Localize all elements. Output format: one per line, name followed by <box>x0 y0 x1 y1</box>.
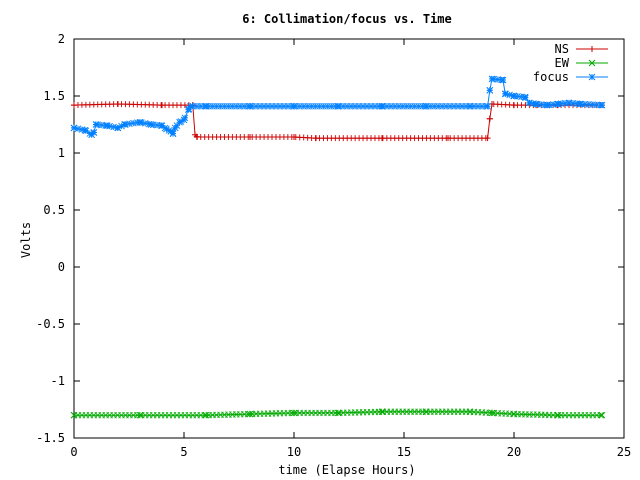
x-tick-label: 10 <box>287 445 301 459</box>
legend-marker <box>588 59 596 67</box>
series-focus <box>70 75 606 139</box>
data-point <box>488 409 496 417</box>
x-tick-label: 0 <box>70 445 77 459</box>
x-axis-label: time (Elapse Hours) <box>278 463 415 477</box>
plot-frame <box>73 38 625 439</box>
data-point <box>334 409 342 417</box>
data-point <box>202 411 210 419</box>
series-layer <box>70 75 606 419</box>
y-tick-label: -1.5 <box>36 431 65 445</box>
legend-marker <box>588 73 596 81</box>
y-tick-label: 0 <box>58 260 65 274</box>
y-axis-label: Volts <box>19 222 33 258</box>
data-point <box>136 411 144 419</box>
data-point <box>554 411 562 419</box>
legend-marker <box>589 46 595 52</box>
legend-label: NS <box>555 42 569 56</box>
data-point <box>246 410 254 418</box>
data-point <box>180 116 188 124</box>
data-point <box>598 411 606 419</box>
sample-markers-focus <box>70 75 605 137</box>
legend-label: EW <box>555 56 570 70</box>
y-tick-label: 1.5 <box>43 89 65 103</box>
sample-markers-ew <box>70 408 605 419</box>
x-tick-label: 5 <box>180 445 187 459</box>
x-tick-label: 15 <box>397 445 411 459</box>
y-tick-label: 1 <box>58 146 65 160</box>
y-tick-label: -1 <box>51 374 65 388</box>
data-point <box>290 409 298 417</box>
axis-ticks: 0 5 10 15 20 25 -1.5 -1 -0.5 0 0.5 1 1.5 2 <box>36 32 631 459</box>
data-point <box>378 408 386 416</box>
x-tick-label: 25 <box>617 445 631 459</box>
legend-label: focus <box>533 70 569 84</box>
y-tick-label: -0.5 <box>36 317 65 331</box>
chart-title: 6: Collimation/focus vs. Time <box>242 12 452 26</box>
y-tick-label: 0.5 <box>43 203 65 217</box>
series-ew <box>70 408 606 419</box>
x-tick-label: 20 <box>507 445 521 459</box>
y-tick-label: 2 <box>58 32 65 46</box>
